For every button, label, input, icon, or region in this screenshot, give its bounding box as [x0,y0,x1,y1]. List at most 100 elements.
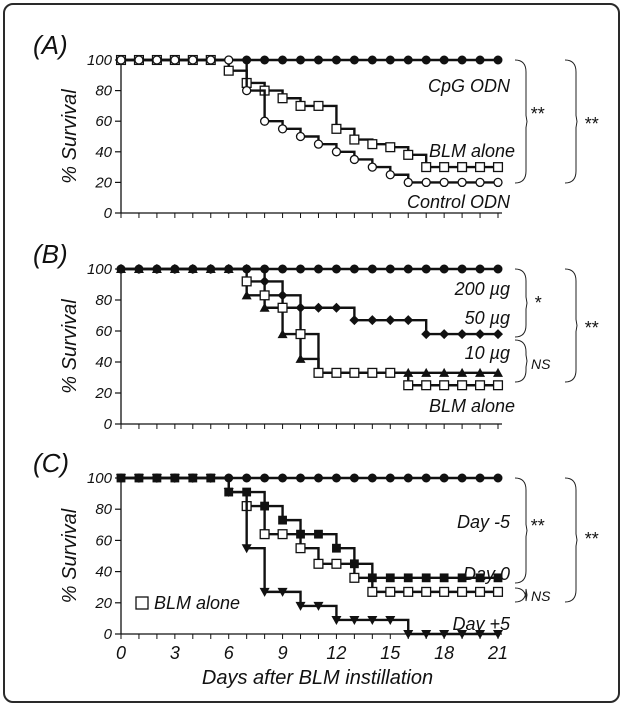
data-point [492,380,504,391]
data-point [170,55,180,65]
data-point [313,100,324,111]
significance-label: ** [530,104,545,124]
data-point [224,55,234,65]
data-point [116,55,126,65]
data-point [295,100,306,111]
data-point [242,473,252,483]
y-tick-label: 60 [95,323,112,340]
data-point [493,630,503,639]
data-point [241,290,252,300]
data-point [349,615,360,625]
data-point [385,367,396,378]
data-point [439,55,449,65]
data-point [152,55,162,65]
data-point [474,380,486,391]
data-point [223,488,234,498]
data-point [277,329,288,339]
data-point [439,380,450,391]
y-tick-label: 40 [95,144,112,161]
data-point [421,162,432,173]
data-point [385,315,396,326]
data-point [439,473,449,483]
x-tick-label: 0 [116,643,126,663]
data-point [475,630,486,639]
series-1 [116,473,503,583]
y-tick-label: 20 [94,595,112,612]
data-point [187,474,198,483]
y-tick-label: 0 [104,416,113,433]
data-point [349,367,360,378]
series-line [121,476,498,580]
significance-label: ** [584,529,599,549]
data-point [313,139,324,149]
data-point [439,264,449,274]
data-point [205,474,216,483]
y-tick-label: 60 [95,113,112,130]
data-point [457,473,467,483]
data-point [349,572,360,583]
data-point [385,170,395,180]
data-point [493,264,503,274]
data-point [457,380,468,391]
series-3 [116,474,503,639]
data-point [475,367,486,377]
data-point [241,276,252,287]
data-point [331,264,341,274]
data-point [439,162,450,173]
legend-marker [135,596,149,610]
y-tick-label: 80 [95,83,112,100]
data-point [439,630,450,639]
data-point [475,177,485,188]
data-point [151,264,162,273]
x-tick-label: 9 [278,643,288,663]
y-tick-label: 100 [87,261,113,278]
data-point [295,601,306,611]
series-2 [241,501,504,597]
significance-label: ** [584,318,599,338]
data-point [385,473,395,483]
data-point [421,630,432,639]
data-point [349,315,360,326]
data-point [206,55,216,65]
data-point [169,474,180,483]
data-point [492,586,504,597]
data-point [457,177,467,188]
data-point [295,131,306,142]
significance-bracket [564,477,578,603]
data-point [331,123,342,134]
data-point [314,529,323,539]
y-tick-label: 60 [95,532,112,549]
data-point [205,264,216,273]
data-point [474,162,486,173]
data-point [169,264,180,273]
data-point [349,264,359,274]
data-point [367,586,378,597]
x-axis-label: Days after BLM instillation [202,667,433,689]
series-label: Day +5 [452,614,511,634]
series-label: Control ODN [407,192,511,212]
significance-bracket [514,587,528,603]
panel-label: (C) [33,448,69,478]
significance-bracket [514,477,528,584]
data-point [313,302,324,313]
data-point [493,329,503,340]
significance-label: * [534,293,542,313]
data-point [331,615,342,625]
data-point [332,543,341,553]
y-tick-label: 100 [87,52,113,69]
data-point [367,162,377,172]
y-tick-label: 0 [104,626,113,643]
significance-bracket [514,339,528,383]
data-point [188,55,198,65]
data-point [367,139,378,150]
series-label: BLM alone [429,396,515,416]
data-point [259,529,270,540]
legend-label: BLM alone [154,593,240,613]
data-point [349,55,359,65]
data-point [493,177,503,188]
x-tick-label: 3 [170,643,180,663]
y-tick-label: 80 [95,292,112,309]
data-point [242,85,252,96]
data-point [278,473,288,483]
data-point [296,473,306,483]
